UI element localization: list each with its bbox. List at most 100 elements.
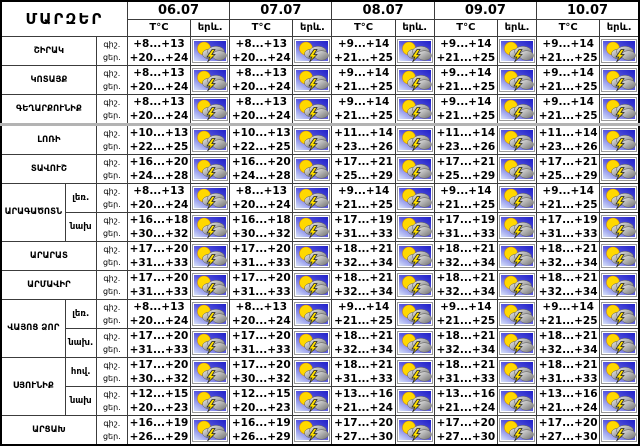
sun-cloud-lightning-icon <box>294 301 331 326</box>
night-temp: +9...+14 <box>440 66 492 79</box>
night-temp: +9...+14 <box>542 300 594 313</box>
region-name-cell: ԱՐՄԱՎԻՐ <box>0 269 97 300</box>
sun-cloud-lightning-icon <box>294 272 331 297</box>
weather-icon-cell <box>394 93 435 125</box>
temp-cell: +17...+20 +31...+33 <box>126 240 192 271</box>
sun-cloud-lightning-icon <box>601 388 638 413</box>
night-temp: +10...+13 <box>231 126 291 139</box>
night-temp: +17...+20 <box>231 242 291 255</box>
temp-cell: +18...+21 +32...+34 <box>331 269 396 300</box>
day-temp: +32...+34 <box>334 343 393 356</box>
day-temp: +24...+28 <box>231 169 291 182</box>
weather-icon-cell <box>496 182 538 213</box>
weather-icon-cell <box>496 385 538 416</box>
day-label: ցեր. <box>102 170 121 180</box>
night-temp: +9...+14 <box>440 37 492 50</box>
weather-icon-cell <box>599 356 640 387</box>
sun-cloud-lightning-icon <box>601 127 638 152</box>
day-temp: +21...+24 <box>436 401 496 414</box>
temp-cell: +17...+21 +25...+29 <box>433 153 498 184</box>
table-row: նախ. գիշ. ցեր. +17...+20 +31...+33 +17...+20 +… <box>1 327 640 358</box>
sun-cloud-lightning-icon <box>396 156 433 181</box>
sun-cloud-lightning-icon <box>294 359 331 384</box>
temp-cell: +11...+14 +23...+26 <box>536 122 601 155</box>
table-row: ԳԵՂԱՐՔՈՒՆԻՔ գիշ. ցեր. +8...+13 +20...+24 +8..… <box>0 93 640 125</box>
temp-cell: +16...+18 +30...+32 <box>229 211 294 242</box>
sun-cloud-lightning-icon <box>192 272 229 297</box>
weather-icon-cell <box>394 269 435 300</box>
weather-icon-cell <box>599 327 640 358</box>
day-temp: +30...+32 <box>129 227 189 240</box>
table-row: ԿՈՏԱՅՔ գիշ. ցեր. +8...+13 +20...+24 +8...+13 +… <box>0 64 640 95</box>
sun-cloud-lightning-icon <box>396 417 433 442</box>
day-temp: +32...+34 <box>334 285 393 298</box>
sun-cloud-lightning-icon <box>294 38 331 63</box>
temp-cell: +9...+14 +21...+25 <box>433 64 498 95</box>
day-temp: +20...+24 <box>129 51 189 64</box>
day-temp: +21...+25 <box>538 109 598 122</box>
weather-icon-cell <box>292 153 333 184</box>
table-row: ՎԱՅՈՑ ՁՈՐ լեռ. գիշ. ցեր. +8...+13 +20...+24 +8… <box>0 298 640 358</box>
temp-cell: +17...+20 +27...+30 <box>331 414 396 445</box>
sun-cloud-lightning-icon <box>499 127 535 152</box>
sun-cloud-lightning-icon <box>396 185 433 210</box>
temp-cell: +18...+21 +32...+34 <box>536 240 601 271</box>
night-temp: +8...+13 <box>235 300 287 313</box>
night-temp: +17...+20 <box>231 358 291 371</box>
night-label: գիշ. <box>103 68 121 78</box>
day-label: ցեր. <box>102 199 121 209</box>
day-label: ցեր. <box>102 52 121 62</box>
day-label: ցեր. <box>102 402 121 412</box>
phenomenon-col-header: երև. <box>496 18 538 37</box>
temp-cell: +9...+14 +21...+25 <box>331 35 396 66</box>
subregion-cell: լեռ. <box>64 182 97 213</box>
day-temp: +31...+33 <box>129 343 189 356</box>
temp-cell: +9...+14 +21...+25 <box>536 64 601 95</box>
night-temp: +9...+14 <box>337 66 390 79</box>
night-temp: +18...+21 <box>538 329 598 342</box>
day-temp: +23...+26 <box>436 140 496 153</box>
night-temp: +8...+13 <box>133 95 185 108</box>
sun-cloud-lightning-icon <box>192 127 229 152</box>
night-temp: +18...+21 <box>436 271 496 284</box>
weather-icon-cell <box>599 385 640 416</box>
weather-icon-cell <box>496 414 538 445</box>
night-temp: +9...+14 <box>542 37 594 50</box>
night-temp: +8...+13 <box>235 37 287 50</box>
day-temp: +27...+30 <box>334 430 393 443</box>
table-row: ՇԻՐԱԿ գիշ. ցեր. +8...+13 +20...+24 +8...+13 +2… <box>0 35 640 66</box>
weather-icon-cell <box>292 182 333 213</box>
night-temp: +8...+13 <box>235 184 287 197</box>
temp-cell: +8...+13 +20...+24 <box>126 182 192 213</box>
night-temp: +9...+14 <box>440 95 492 108</box>
night-temp: +16...+18 <box>129 213 189 226</box>
day-temp: +31...+33 <box>129 256 189 269</box>
day-temp: +21...+25 <box>538 80 598 93</box>
subregion-cell: նախ <box>64 385 97 416</box>
temp-cell: +10...+13 +22...+25 <box>126 122 192 155</box>
night-temp: +16...+20 <box>231 155 291 168</box>
sun-cloud-lightning-icon <box>294 96 331 121</box>
temp-cell: +18...+21 +32...+34 <box>433 269 498 300</box>
day-temp: +21...+25 <box>538 314 598 327</box>
sun-cloud-lightning-icon <box>499 243 535 268</box>
temp-cell: +9...+14 +21...+25 <box>331 182 396 213</box>
day-temp: +20...+24 <box>231 80 291 93</box>
temp-col-header: T°C <box>229 18 294 37</box>
phenomenon-col-header: երև. <box>599 18 640 37</box>
day-temp: +21...+25 <box>538 198 598 211</box>
night-label: գիշ. <box>103 331 121 341</box>
region-name-cell: ՎԱՅՈՑ ՁՈՐ <box>0 298 66 358</box>
sun-cloud-lightning-icon <box>499 96 535 121</box>
night-temp: +8...+13 <box>133 37 185 50</box>
temp-cell: +18...+21 +32...+34 <box>433 327 498 358</box>
sun-cloud-lightning-icon <box>294 185 331 210</box>
night-temp: +17...+20 <box>129 329 189 342</box>
temp-cell: +9...+14 +21...+25 <box>536 93 601 125</box>
sun-cloud-lightning-icon <box>499 330 535 355</box>
sun-cloud-lightning-icon <box>192 388 229 413</box>
temp-cell: +8...+13 +20...+24 <box>126 64 192 95</box>
night-temp: +17...+19 <box>436 213 496 226</box>
day-temp: +21...+25 <box>436 109 496 122</box>
